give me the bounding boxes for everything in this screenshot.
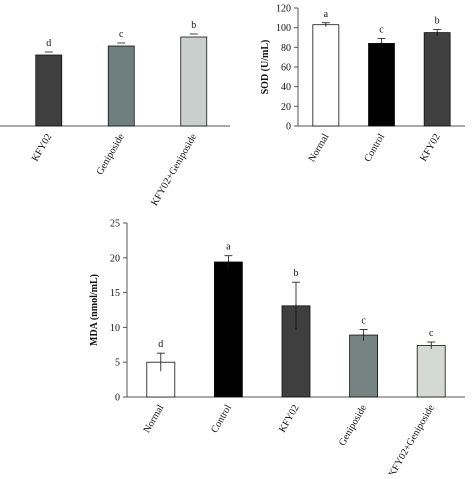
panel-mda-significance-label-2: b — [294, 268, 299, 279]
panel-sod-y-axis-label: SOD (U/mL) — [260, 40, 271, 95]
panel-mda-significance-label-3: c — [361, 315, 366, 326]
panel-sod-y-tick-label: 40 — [281, 82, 291, 93]
panel-mda-category-label-3: Geniposide — [337, 403, 370, 448]
panel-mda-y-tick-label: 25 — [110, 219, 120, 230]
panel-top-left-bar-3 — [180, 36, 208, 127]
panel-mda-y-tick-label: 5 — [115, 358, 120, 369]
panel-sod-y-tick-label: 100 — [276, 23, 291, 34]
panel-mda-category-label-0: Normal — [142, 403, 167, 435]
panel-mda-y-axis-label: MDA (nmol/mL) — [89, 274, 100, 346]
panel-mda-category-label-2: KFY02 — [277, 403, 302, 434]
panel-mda-bar-4 — [416, 345, 446, 398]
panel-sod-bar-1 — [368, 43, 395, 127]
panel-top-left-significance-label-1: d — [46, 38, 51, 49]
panel-mda-significance-label-1: a — [226, 242, 231, 253]
panel-sod-significance-label-1: c — [379, 24, 384, 35]
panel-top-left-significance-label-3: b — [191, 20, 196, 31]
panel-top-left-bar-1 — [35, 54, 63, 127]
panel-mda-category-label-1: Control — [209, 403, 234, 435]
panel-sod-bar-0 — [312, 24, 340, 127]
panel-top-left-bar-2 — [107, 45, 135, 127]
panel-sod-category-label-1: Control — [362, 132, 387, 164]
panel-sod-y-tick-label: 60 — [281, 63, 291, 74]
panel-sod-y-tick-label: 80 — [281, 43, 291, 54]
panel-sod-category-label-2: KFY02 — [418, 132, 443, 163]
panel-sod-bar-2 — [423, 32, 451, 127]
panel-mda-category-label-4: KFY02+Geniposide — [387, 403, 437, 474]
panel-mda-y-tick-label: 10 — [110, 323, 120, 334]
panel-mda-y-tick-label: 20 — [110, 253, 120, 264]
panel-sod-y-tick-label: 20 — [281, 102, 291, 113]
panel-sod-y-tick-label: 120 — [276, 4, 291, 15]
panel-top-left-category-label-1: KFY02 — [30, 132, 55, 163]
panel-mda-significance-label-4: c — [429, 328, 434, 339]
panel-sod-y-tick-label: 0 — [286, 122, 291, 133]
panel-sod-category-label-0: Normal — [307, 132, 332, 164]
panel-mda-y-tick-label: 0 — [115, 393, 120, 404]
panel-top-left-significance-label-2: c — [119, 29, 124, 40]
panel-sod-significance-label-0: a — [324, 9, 329, 20]
panel-mda-significance-label-0: d — [158, 339, 163, 350]
panel-mda-bar-1 — [213, 261, 243, 398]
panel-top-left-category-label-2: Geniposide — [95, 132, 128, 177]
panel-top-left-category-label-3: KFY02+Geniposide — [149, 132, 199, 208]
panel-mda-bar-3 — [349, 334, 379, 398]
panel-mda-y-tick-label: 15 — [110, 288, 120, 299]
panel-sod-significance-label-2: b — [435, 16, 440, 27]
